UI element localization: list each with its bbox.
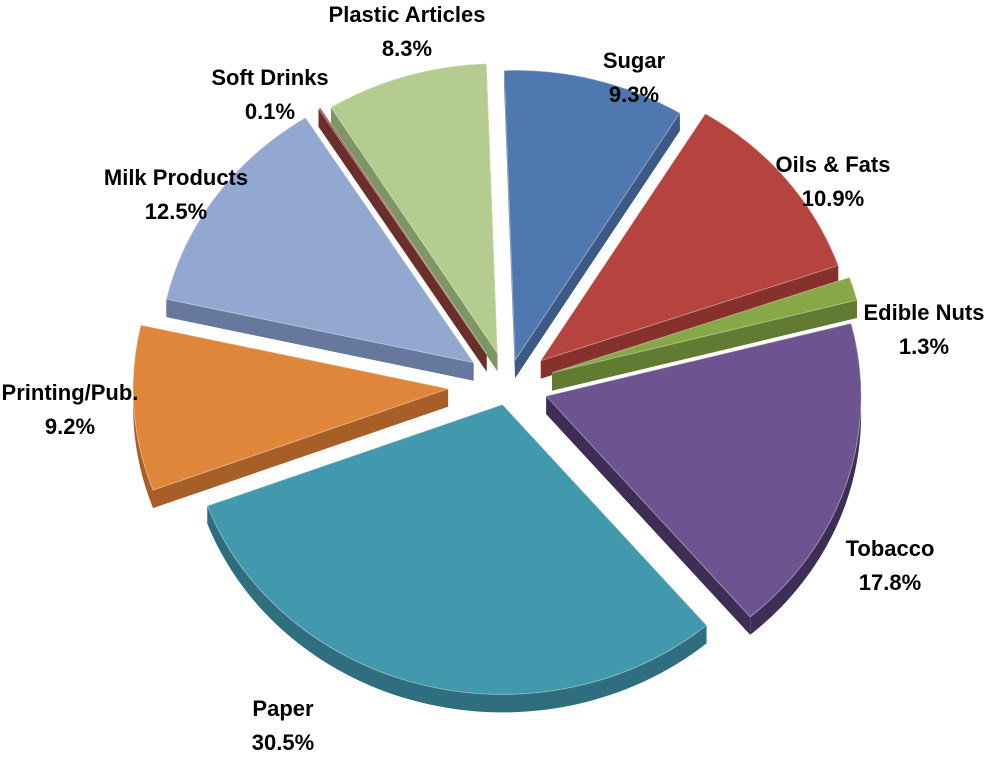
slice-milk-products [165,117,475,364]
slice-value-edible-nuts: 1.3% [899,334,949,359]
slice-oils-fats [539,113,839,362]
slice-label-oils-fats: Oils & Fats [776,152,891,177]
slice-label-tobacco: Tobacco [846,536,935,561]
slice-plastic-articles [330,63,499,356]
slice-wall-tobacco [546,323,852,635]
slice-tops [132,63,862,695]
slice-paper [206,404,708,695]
slice-wall-oils-fats [540,113,839,379]
slice-side-paper [207,505,707,713]
slice-edible-nuts [551,276,858,374]
slice-printing-pub [132,324,451,491]
slice-side-tobacco [750,323,862,635]
slice-soft-drinks [317,107,488,355]
slice-wall-soft-drinks [318,107,487,372]
slice-label-milk-products: Milk Products [104,165,248,190]
slice-value-plastic-articles: 8.3% [382,36,432,61]
slice-value-soft-drinks: 0.1% [245,99,295,124]
slice-label-printing-pub: Printing/Pub. [2,380,139,405]
slice-label-plastic-articles: Plastic Articles [329,2,486,27]
slice-label-soft-drinks: Soft Drinks [211,65,328,90]
slice-sugar [503,69,681,362]
slice-label-paper: Paper [252,696,314,721]
slice-value-paper: 30.5% [252,730,314,755]
slice-wall-plastic-articles [330,63,498,372]
slice-side-printing-pub [133,325,154,509]
slice-value-tobacco: 17.8% [859,570,921,595]
slice-value-sugar: 9.3% [609,82,659,107]
slice-labels: Sugar 9.3% Oils & Fats 10.9% Edible Nuts 1.3%… [2,2,985,755]
slice-value-oils-fats: 10.9% [802,186,864,211]
slice-label-edible-nuts: Edible Nuts [863,300,984,325]
slice-tobacco [545,322,862,618]
slice-label-sugar: Sugar [603,48,666,73]
slice-value-printing-pub: 9.2% [45,414,95,439]
slice-value-milk-products: 12.5% [145,199,207,224]
